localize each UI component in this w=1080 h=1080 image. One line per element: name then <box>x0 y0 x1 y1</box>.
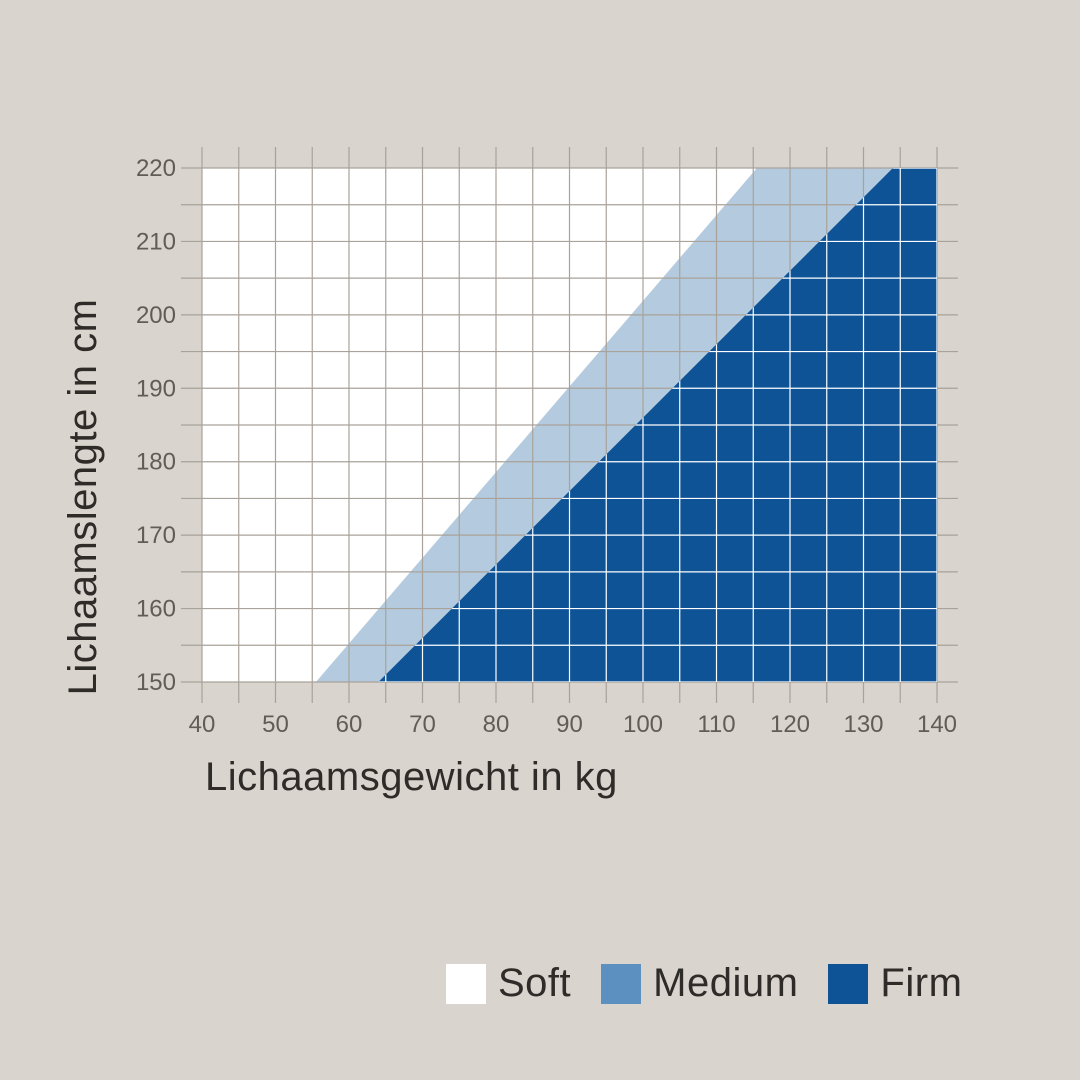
legend-swatch-firm <box>828 963 869 1004</box>
y-tick-label: 200 <box>136 302 176 329</box>
legend-item-firm: Firm <box>828 961 962 1006</box>
y-axis-title: Lichaamslengte in cm <box>61 299 105 696</box>
x-tick-label: 40 <box>189 711 216 738</box>
x-tick-label: 130 <box>843 711 883 738</box>
y-tick-label: 150 <box>136 669 176 696</box>
x-tick-label: 60 <box>336 711 363 738</box>
x-tick-label: 80 <box>483 711 510 738</box>
x-tick-label: 120 <box>770 711 810 738</box>
x-tick-label: 140 <box>917 711 957 738</box>
x-axis-title: Lichaamsgewicht in kg <box>205 755 618 799</box>
legend-label-soft: Soft <box>498 961 572 1005</box>
x-tick-label: 110 <box>697 711 735 738</box>
legend-swatch-soft <box>446 963 486 1004</box>
legend: Soft Medium Firm <box>446 961 962 1006</box>
legend-label-firm: Firm <box>880 961 963 1005</box>
y-tick-label: 220 <box>136 155 176 182</box>
x-tick-label: 90 <box>556 711 583 738</box>
firmness-chart: 150 160 170 180 190 200 210 220 40 50 60 70 80 90 100 1… <box>61 147 958 799</box>
x-tick-label: 50 <box>262 711 289 738</box>
x-tick-label: 100 <box>623 711 663 738</box>
legend-swatch-medium <box>601 963 642 1004</box>
legend-label-medium: Medium <box>653 961 799 1005</box>
legend-item-soft: Soft <box>446 961 571 1006</box>
y-tick-label: 170 <box>136 522 176 549</box>
legend-item-medium: Medium <box>601 961 798 1006</box>
x-tick-label: 70 <box>409 711 436 738</box>
y-tick-label: 180 <box>136 449 176 476</box>
y-tick-label: 160 <box>136 596 176 623</box>
y-tick-label: 190 <box>136 375 176 402</box>
y-tick-label: 210 <box>136 228 176 255</box>
